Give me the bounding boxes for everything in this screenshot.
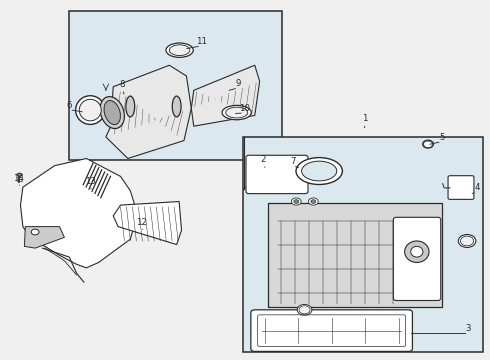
Ellipse shape [170,45,190,55]
Ellipse shape [461,236,474,246]
Text: 10: 10 [239,104,249,113]
Ellipse shape [100,96,124,129]
Text: 12: 12 [136,217,147,226]
Ellipse shape [299,306,310,314]
Ellipse shape [172,96,181,117]
Ellipse shape [79,99,101,121]
Text: 14: 14 [13,174,24,183]
Text: 1: 1 [362,114,368,123]
Ellipse shape [423,140,434,148]
Ellipse shape [31,229,39,235]
Ellipse shape [411,246,423,257]
Ellipse shape [17,173,22,176]
Ellipse shape [126,96,135,117]
FancyBboxPatch shape [393,217,441,301]
Ellipse shape [458,234,476,247]
Bar [243,137,483,352]
Polygon shape [24,226,64,248]
Text: 2: 2 [261,155,266,164]
Text: 8: 8 [120,80,125,89]
Ellipse shape [226,107,247,118]
Ellipse shape [311,200,316,203]
FancyBboxPatch shape [448,176,474,199]
FancyBboxPatch shape [246,155,308,194]
Bar [269,203,441,307]
Polygon shape [106,65,191,158]
Text: 4: 4 [474,183,480,192]
Text: 9: 9 [236,79,241,88]
Bar [69,12,282,160]
Text: 3: 3 [466,324,471,333]
Polygon shape [113,202,182,244]
Polygon shape [21,158,138,268]
FancyBboxPatch shape [251,310,413,351]
Ellipse shape [296,158,343,184]
Text: 7: 7 [290,157,295,166]
Ellipse shape [222,105,251,120]
Ellipse shape [294,200,299,203]
Ellipse shape [308,198,318,205]
Text: 11: 11 [196,37,207,46]
Polygon shape [191,65,260,126]
Ellipse shape [104,100,121,125]
Ellipse shape [75,96,105,125]
Text: 13: 13 [85,177,96,186]
Ellipse shape [297,305,312,315]
Ellipse shape [292,198,301,205]
Ellipse shape [302,161,337,181]
Text: 5: 5 [439,132,444,141]
Ellipse shape [166,43,193,57]
Ellipse shape [405,241,429,262]
Text: 6: 6 [67,101,72,110]
